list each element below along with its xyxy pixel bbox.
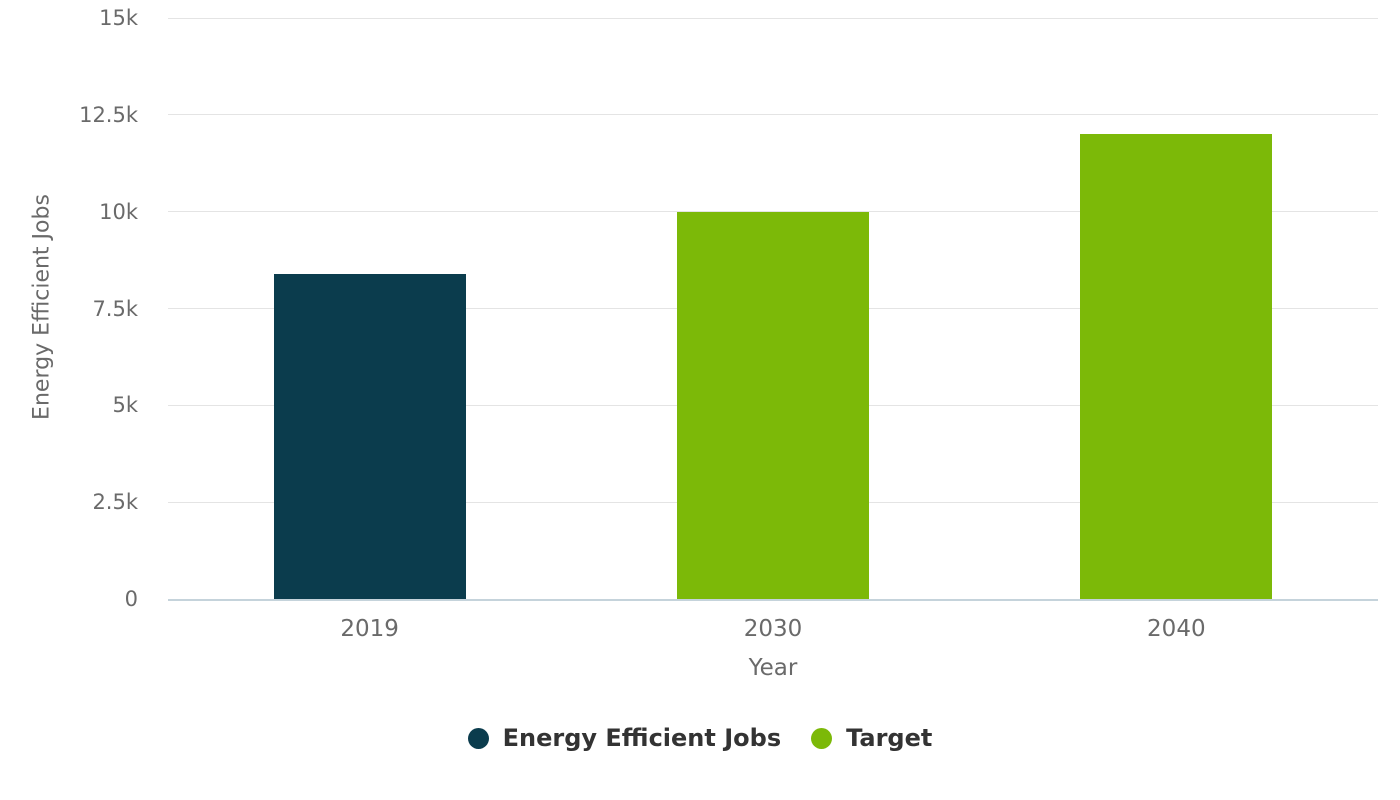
legend-label: Target <box>846 724 933 752</box>
x-axis-title: Year <box>748 655 798 681</box>
y-tick-label: 12.5k <box>79 102 138 127</box>
y-tick-label: 10k <box>99 199 138 224</box>
y-tick-label: 2.5k <box>92 490 138 515</box>
x-tick-label-2019: 2019 <box>340 616 399 642</box>
x-axis-baseline <box>168 599 1378 601</box>
legend-label: Energy Efficient Jobs <box>502 724 782 752</box>
y-tick-label: 15k <box>99 6 138 30</box>
bar-2019[interactable] <box>273 273 466 599</box>
y-tick-label: 5k <box>112 393 138 418</box>
gridline <box>168 17 1378 19</box>
x-tick-label-2040: 2040 <box>1147 616 1206 642</box>
bar-2030[interactable] <box>677 211 869 599</box>
legend: Energy Efficient Jobs Target <box>0 724 1400 752</box>
legend-item-target[interactable]: Target <box>811 724 932 752</box>
legend-dot-icon <box>811 727 833 749</box>
gridline <box>168 114 1378 116</box>
y-tick-label: 0 <box>124 587 138 611</box>
legend-dot-icon <box>467 727 489 749</box>
legend-item-energy-efficient-jobs[interactable]: Energy Efficient Jobs <box>467 724 782 752</box>
y-tick-label: 7.5k <box>92 296 138 321</box>
bar-2040[interactable] <box>1080 134 1273 599</box>
x-tick-label-2030: 2030 <box>743 616 803 642</box>
